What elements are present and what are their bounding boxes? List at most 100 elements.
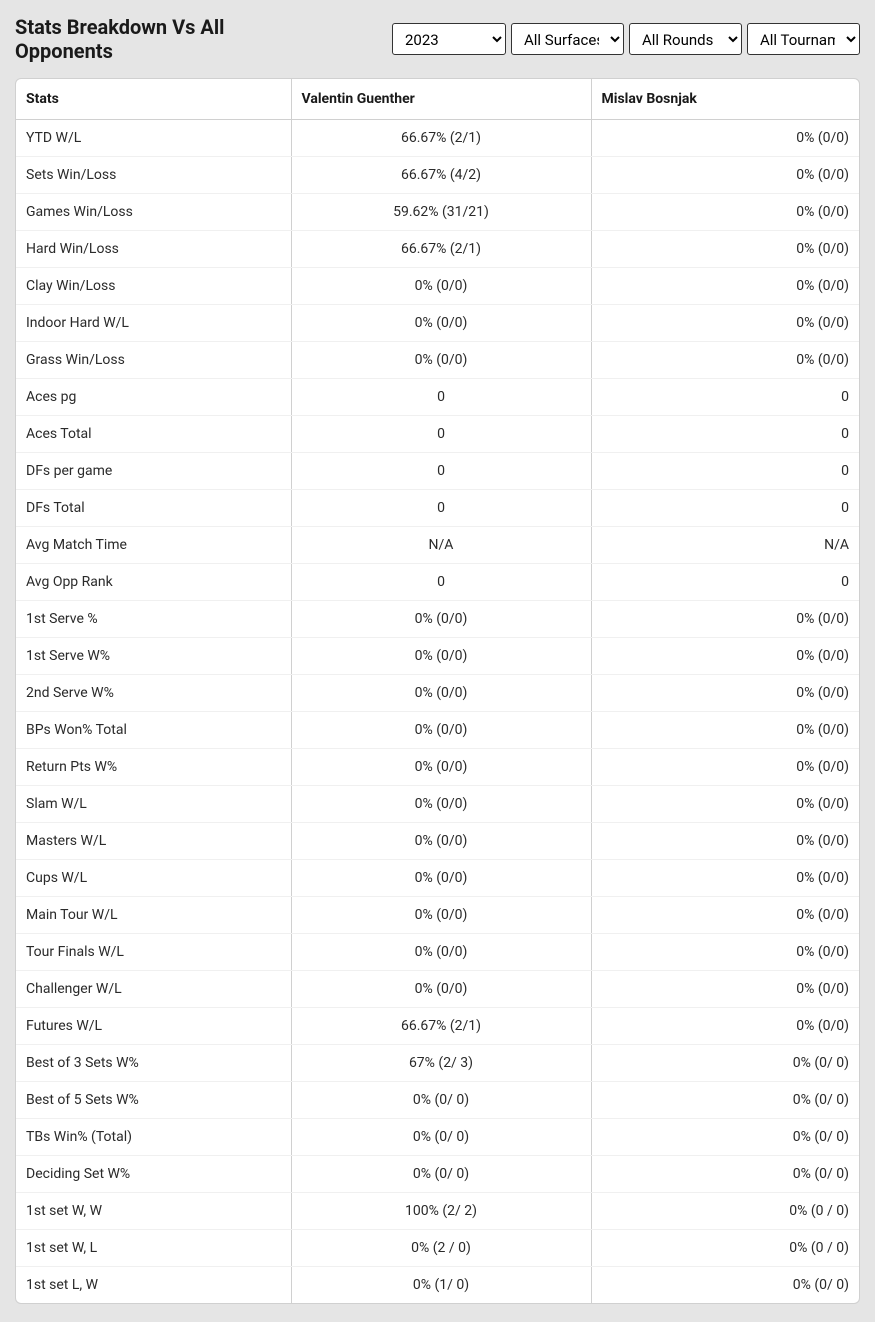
table-row: 1st set L, W0% (1/ 0)0% (0/ 0) [16, 1267, 859, 1304]
surface-select[interactable]: All Surfaces [511, 23, 624, 55]
player1-value: 0 [291, 453, 591, 490]
player1-value: 0 [291, 416, 591, 453]
player1-value: 0% (0/0) [291, 786, 591, 823]
header: Stats Breakdown Vs All Opponents 2023 Al… [0, 0, 875, 78]
stat-label: Best of 3 Sets W% [16, 1045, 291, 1082]
player1-value: 0 [291, 379, 591, 416]
player1-value: 66.67% (2/1) [291, 120, 591, 157]
stat-label: Aces pg [16, 379, 291, 416]
player2-value: 0% (0/0) [591, 601, 859, 638]
table-row: Cups W/L0% (0/0)0% (0/0) [16, 860, 859, 897]
player2-value: 0 [591, 564, 859, 601]
table-row: BPs Won% Total0% (0/0)0% (0/0) [16, 712, 859, 749]
player1-value: 0% (0/0) [291, 897, 591, 934]
player1-value: 0% (0/0) [291, 934, 591, 971]
player2-value: 0% (0/0) [591, 342, 859, 379]
player2-value: 0% (0/0) [591, 305, 859, 342]
player2-value: 0% (0/0) [591, 971, 859, 1008]
player2-value: 0 [591, 453, 859, 490]
table-row: Best of 5 Sets W%0% (0/ 0)0% (0/ 0) [16, 1082, 859, 1119]
stat-label: 1st set W, W [16, 1193, 291, 1230]
column-header-stats: Stats [16, 79, 291, 120]
year-select[interactable]: 2023 [392, 23, 506, 55]
player1-value: 0% (0/0) [291, 860, 591, 897]
rounds-select[interactable]: All Rounds [629, 23, 742, 55]
player1-value: 0 [291, 490, 591, 527]
stat-label: Cups W/L [16, 860, 291, 897]
table-row: Grass Win/Loss0% (0/0)0% (0/0) [16, 342, 859, 379]
stats-table: Stats Valentin Guenther Mislav Bosnjak Y… [16, 79, 859, 1303]
stat-label: 1st Serve % [16, 601, 291, 638]
page-title: Stats Breakdown Vs All Opponents [15, 15, 315, 63]
table-row: Indoor Hard W/L0% (0/0)0% (0/0) [16, 305, 859, 342]
stat-label: Deciding Set W% [16, 1156, 291, 1193]
player2-value: 0% (0 / 0) [591, 1230, 859, 1267]
player2-value: 0 [591, 490, 859, 527]
player2-value: 0 [591, 379, 859, 416]
player2-value: 0% (0/0) [591, 157, 859, 194]
stat-label: Challenger W/L [16, 971, 291, 1008]
stat-label: Best of 5 Sets W% [16, 1082, 291, 1119]
table-row: 1st Serve W%0% (0/0)0% (0/0) [16, 638, 859, 675]
player1-value: 0 [291, 564, 591, 601]
table-row: TBs Win% (Total)0% (0/ 0)0% (0/ 0) [16, 1119, 859, 1156]
player2-value: 0% (0/0) [591, 712, 859, 749]
stat-label: Indoor Hard W/L [16, 305, 291, 342]
table-row: Avg Opp Rank00 [16, 564, 859, 601]
player2-value: 0% (0/0) [591, 120, 859, 157]
player1-value: 66.67% (2/1) [291, 1008, 591, 1045]
player2-value: 0% (0/0) [591, 268, 859, 305]
table-row: Masters W/L0% (0/0)0% (0/0) [16, 823, 859, 860]
table-row: Return Pts W%0% (0/0)0% (0/0) [16, 749, 859, 786]
player2-value: 0% (0/0) [591, 934, 859, 971]
player1-value: N/A [291, 527, 591, 564]
stat-label: 1st set L, W [16, 1267, 291, 1304]
stat-label: BPs Won% Total [16, 712, 291, 749]
player1-value: 100% (2/ 2) [291, 1193, 591, 1230]
stat-label: Grass Win/Loss [16, 342, 291, 379]
table-row: Best of 3 Sets W%67% (2/ 3)0% (0/ 0) [16, 1045, 859, 1082]
player1-value: 0% (2 / 0) [291, 1230, 591, 1267]
stat-label: Games Win/Loss [16, 194, 291, 231]
player1-value: 67% (2/ 3) [291, 1045, 591, 1082]
player1-value: 0% (0/0) [291, 749, 591, 786]
player1-value: 0% (0/ 0) [291, 1082, 591, 1119]
table-row: Sets Win/Loss66.67% (4/2)0% (0/0) [16, 157, 859, 194]
player1-value: 0% (0/0) [291, 268, 591, 305]
table-row: 1st set W, W100% (2/ 2)0% (0 / 0) [16, 1193, 859, 1230]
player1-value: 0% (0/ 0) [291, 1156, 591, 1193]
player2-value: 0% (0/0) [591, 1008, 859, 1045]
tournament-select[interactable]: All Tournaments [747, 23, 860, 55]
table-row: Main Tour W/L0% (0/0)0% (0/0) [16, 897, 859, 934]
player2-value: 0% (0/ 0) [591, 1045, 859, 1082]
stat-label: YTD W/L [16, 120, 291, 157]
table-row: Slam W/L0% (0/0)0% (0/0) [16, 786, 859, 823]
player2-value: 0% (0/ 0) [591, 1267, 859, 1304]
table-header-row: Stats Valentin Guenther Mislav Bosnjak [16, 79, 859, 120]
table-row: 2nd Serve W%0% (0/0)0% (0/0) [16, 675, 859, 712]
player2-value: 0% (0/0) [591, 638, 859, 675]
player1-value: 0% (0/0) [291, 675, 591, 712]
player2-value: 0% (0/0) [591, 860, 859, 897]
player2-value: 0% (0/ 0) [591, 1156, 859, 1193]
stat-label: Hard Win/Loss [16, 231, 291, 268]
table-row: 1st set W, L0% (2 / 0)0% (0 / 0) [16, 1230, 859, 1267]
player1-value: 66.67% (2/1) [291, 231, 591, 268]
player2-value: 0% (0/0) [591, 823, 859, 860]
stat-label: Avg Match Time [16, 527, 291, 564]
stat-label: 2nd Serve W% [16, 675, 291, 712]
stat-label: Futures W/L [16, 1008, 291, 1045]
table-row: DFs per game00 [16, 453, 859, 490]
column-header-player1: Valentin Guenther [291, 79, 591, 120]
player2-value: 0% (0 / 0) [591, 1193, 859, 1230]
table-row: DFs Total00 [16, 490, 859, 527]
table-row: YTD W/L66.67% (2/1)0% (0/0) [16, 120, 859, 157]
table-row: Challenger W/L0% (0/0)0% (0/0) [16, 971, 859, 1008]
player2-value: 0% (0/0) [591, 194, 859, 231]
player1-value: 0% (0/0) [291, 305, 591, 342]
column-header-player2: Mislav Bosnjak [591, 79, 859, 120]
player2-value: 0 [591, 416, 859, 453]
table-row: Clay Win/Loss0% (0/0)0% (0/0) [16, 268, 859, 305]
table-row: Deciding Set W%0% (0/ 0)0% (0/ 0) [16, 1156, 859, 1193]
stat-label: 1st Serve W% [16, 638, 291, 675]
